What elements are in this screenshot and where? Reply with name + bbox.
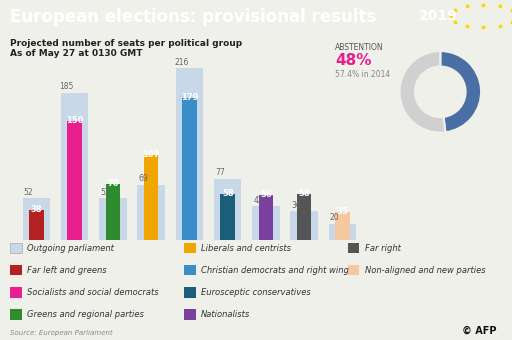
Text: Eurosceptic conservatives: Eurosceptic conservatives: [201, 288, 310, 297]
Bar: [29, 209, 44, 240]
Bar: [259, 195, 273, 240]
Text: 150: 150: [66, 116, 83, 125]
Text: 107: 107: [142, 150, 160, 159]
Bar: [182, 98, 197, 240]
Wedge shape: [399, 51, 445, 133]
Text: 38: 38: [31, 205, 42, 214]
Text: 57.4% in 2014: 57.4% in 2014: [335, 70, 391, 79]
Bar: [68, 121, 82, 240]
Text: 36: 36: [291, 201, 301, 209]
Bar: [105, 184, 120, 240]
Text: Source: European Parliament: Source: European Parliament: [10, 330, 113, 336]
Text: 185: 185: [59, 82, 74, 91]
Bar: [252, 206, 280, 240]
Text: Christian democrats and right wing: Christian democrats and right wing: [201, 266, 349, 275]
Text: © AFP: © AFP: [462, 326, 497, 336]
Text: 48%: 48%: [335, 53, 372, 68]
Bar: [137, 185, 165, 240]
Text: ABSTENTION: ABSTENTION: [335, 42, 384, 51]
Text: Non-aligned and new parties: Non-aligned and new parties: [365, 266, 485, 275]
Text: 58: 58: [222, 189, 233, 198]
Text: 58: 58: [298, 189, 310, 198]
Text: Projected number of seats per political group: Projected number of seats per political …: [10, 39, 242, 48]
Text: Far right: Far right: [365, 244, 400, 253]
Bar: [99, 199, 126, 240]
Text: 35: 35: [337, 207, 348, 216]
Text: Liberals and centrists: Liberals and centrists: [201, 244, 291, 253]
Bar: [144, 155, 158, 240]
Bar: [221, 194, 235, 240]
Text: 70: 70: [107, 179, 119, 188]
Bar: [290, 211, 318, 240]
Text: 52: 52: [24, 188, 33, 197]
Text: European elections: provisional results: European elections: provisional results: [10, 8, 376, 27]
Bar: [176, 68, 203, 240]
Bar: [214, 178, 242, 240]
Text: Nationalists: Nationalists: [201, 310, 250, 319]
Text: As of May 27 at 0130 GMT: As of May 27 at 0130 GMT: [10, 49, 143, 58]
Text: 216: 216: [174, 58, 188, 67]
Text: 69: 69: [138, 174, 148, 183]
Text: 77: 77: [215, 168, 225, 177]
Text: 42: 42: [253, 196, 263, 205]
Text: Outgoing parliament: Outgoing parliament: [27, 244, 114, 253]
Bar: [23, 199, 50, 240]
Text: Greens and regional parties: Greens and regional parties: [27, 310, 143, 319]
Text: Socialists and social democrats: Socialists and social democrats: [27, 288, 158, 297]
Text: 2019: 2019: [419, 9, 458, 23]
Text: 56: 56: [260, 190, 272, 199]
Bar: [61, 93, 89, 240]
Bar: [329, 224, 356, 240]
Text: Far left and greens: Far left and greens: [27, 266, 106, 275]
Text: 20: 20: [330, 213, 339, 222]
Text: 52: 52: [100, 188, 110, 197]
Bar: [335, 212, 350, 240]
Bar: [297, 194, 311, 240]
Text: 179: 179: [181, 93, 198, 102]
Wedge shape: [440, 51, 481, 132]
